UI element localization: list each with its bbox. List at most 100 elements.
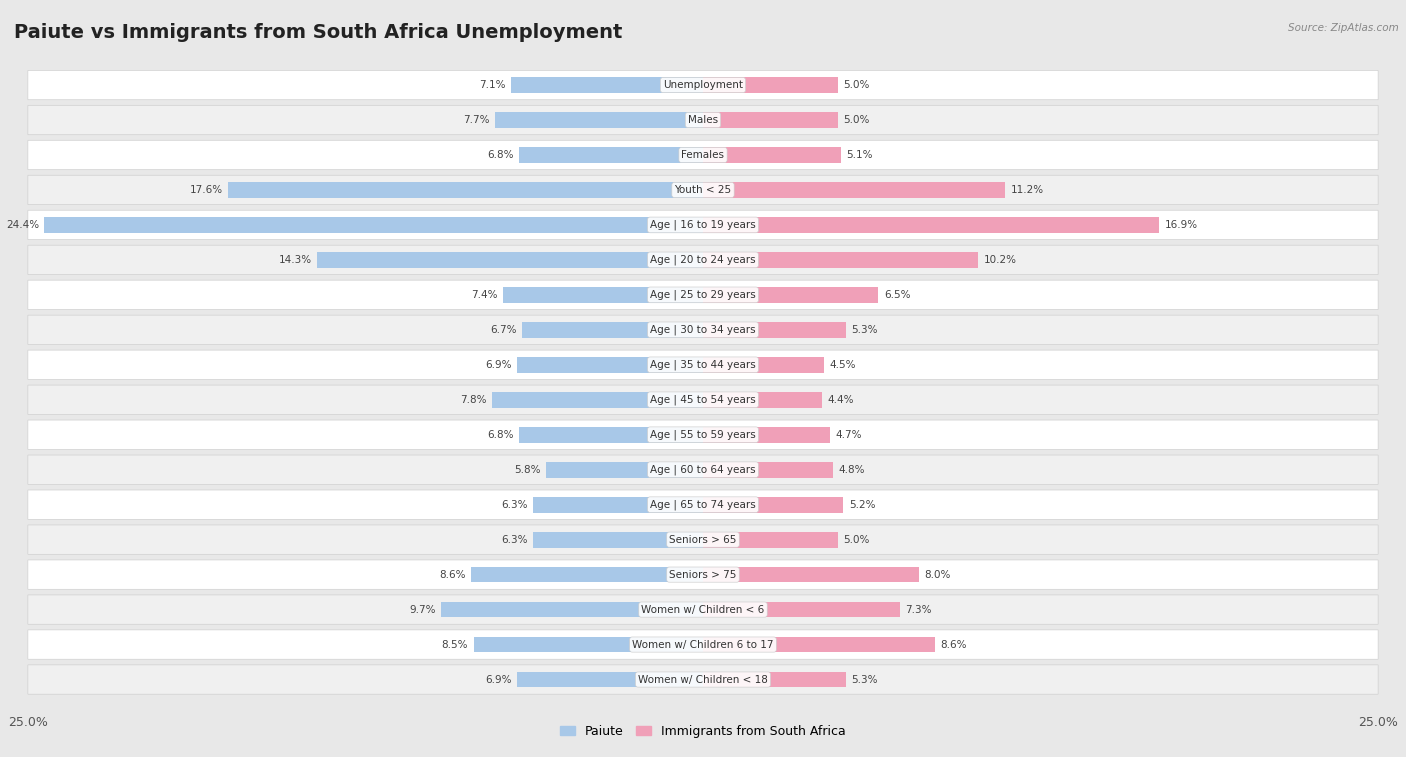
Text: Age | 55 to 59 years: Age | 55 to 59 years	[650, 429, 756, 440]
Text: 6.7%: 6.7%	[491, 325, 517, 335]
Bar	[703, 671, 846, 687]
Bar	[533, 497, 703, 512]
Bar	[517, 357, 703, 372]
Text: 5.2%: 5.2%	[849, 500, 876, 509]
Text: 4.5%: 4.5%	[830, 360, 856, 370]
Text: Age | 65 to 74 years: Age | 65 to 74 years	[650, 500, 756, 510]
Text: 17.6%: 17.6%	[190, 185, 222, 195]
Bar	[703, 531, 838, 547]
Bar	[471, 567, 703, 582]
Bar	[495, 112, 703, 128]
Text: Age | 20 to 24 years: Age | 20 to 24 years	[650, 254, 756, 265]
Text: Women w/ Children < 6: Women w/ Children < 6	[641, 605, 765, 615]
Bar	[703, 427, 830, 443]
Text: Unemployment: Unemployment	[664, 80, 742, 90]
Bar	[703, 602, 900, 618]
Text: Women w/ Children 6 to 17: Women w/ Children 6 to 17	[633, 640, 773, 650]
FancyBboxPatch shape	[28, 315, 1378, 344]
Text: Seniors > 65: Seniors > 65	[669, 534, 737, 544]
Text: 6.8%: 6.8%	[488, 430, 515, 440]
Bar	[703, 287, 879, 303]
Text: 4.8%: 4.8%	[838, 465, 865, 475]
Bar	[703, 392, 821, 407]
Text: 24.4%: 24.4%	[6, 220, 39, 230]
Bar	[503, 287, 703, 303]
FancyBboxPatch shape	[28, 176, 1378, 204]
Text: 7.8%: 7.8%	[461, 394, 486, 405]
Text: 6.9%: 6.9%	[485, 360, 512, 370]
Text: 5.0%: 5.0%	[844, 534, 870, 544]
Bar	[519, 147, 703, 163]
Bar	[519, 427, 703, 443]
Text: 5.0%: 5.0%	[844, 115, 870, 125]
Text: 6.3%: 6.3%	[501, 500, 527, 509]
Bar	[703, 77, 838, 93]
Bar	[533, 531, 703, 547]
Text: 11.2%: 11.2%	[1011, 185, 1043, 195]
Bar	[703, 497, 844, 512]
Text: 7.1%: 7.1%	[479, 80, 506, 90]
Text: 5.0%: 5.0%	[844, 80, 870, 90]
FancyBboxPatch shape	[28, 245, 1378, 275]
Text: Males: Males	[688, 115, 718, 125]
Bar	[703, 462, 832, 478]
Text: 8.0%: 8.0%	[924, 569, 950, 580]
FancyBboxPatch shape	[28, 210, 1378, 240]
Text: 5.8%: 5.8%	[515, 465, 541, 475]
Bar	[703, 567, 920, 582]
Bar	[703, 147, 841, 163]
Text: 6.9%: 6.9%	[485, 674, 512, 684]
Text: Age | 35 to 44 years: Age | 35 to 44 years	[650, 360, 756, 370]
Bar	[517, 671, 703, 687]
FancyBboxPatch shape	[28, 630, 1378, 659]
Bar	[703, 322, 846, 338]
FancyBboxPatch shape	[28, 105, 1378, 135]
Legend: Paiute, Immigrants from South Africa: Paiute, Immigrants from South Africa	[555, 720, 851, 743]
Text: 4.4%: 4.4%	[827, 394, 853, 405]
Bar	[547, 462, 703, 478]
FancyBboxPatch shape	[28, 420, 1378, 450]
Bar	[228, 182, 703, 198]
Text: Age | 30 to 34 years: Age | 30 to 34 years	[650, 325, 756, 335]
Text: 5.3%: 5.3%	[852, 325, 877, 335]
Text: 8.5%: 8.5%	[441, 640, 468, 650]
Text: 6.3%: 6.3%	[501, 534, 527, 544]
Bar	[703, 112, 838, 128]
Text: 14.3%: 14.3%	[278, 255, 312, 265]
FancyBboxPatch shape	[28, 525, 1378, 554]
FancyBboxPatch shape	[28, 665, 1378, 694]
FancyBboxPatch shape	[28, 595, 1378, 625]
Bar	[522, 322, 703, 338]
Text: Youth < 25: Youth < 25	[675, 185, 731, 195]
FancyBboxPatch shape	[28, 140, 1378, 170]
Text: 16.9%: 16.9%	[1164, 220, 1198, 230]
Text: Source: ZipAtlas.com: Source: ZipAtlas.com	[1288, 23, 1399, 33]
Text: 8.6%: 8.6%	[439, 569, 465, 580]
Text: Females: Females	[682, 150, 724, 160]
Text: Age | 45 to 54 years: Age | 45 to 54 years	[650, 394, 756, 405]
FancyBboxPatch shape	[28, 280, 1378, 310]
Text: 8.6%: 8.6%	[941, 640, 967, 650]
Bar	[703, 182, 1005, 198]
Bar	[45, 217, 703, 233]
Text: Age | 16 to 19 years: Age | 16 to 19 years	[650, 220, 756, 230]
Bar	[474, 637, 703, 653]
Text: Age | 60 to 64 years: Age | 60 to 64 years	[650, 465, 756, 475]
Bar	[703, 252, 979, 268]
Text: Women w/ Children < 18: Women w/ Children < 18	[638, 674, 768, 684]
FancyBboxPatch shape	[28, 70, 1378, 100]
Bar	[316, 252, 703, 268]
FancyBboxPatch shape	[28, 350, 1378, 379]
Bar	[441, 602, 703, 618]
Bar	[703, 637, 935, 653]
Bar	[512, 77, 703, 93]
Text: 7.7%: 7.7%	[463, 115, 489, 125]
Text: 7.4%: 7.4%	[471, 290, 498, 300]
Text: 6.8%: 6.8%	[488, 150, 515, 160]
Text: 9.7%: 9.7%	[409, 605, 436, 615]
Text: 5.3%: 5.3%	[852, 674, 877, 684]
Text: Seniors > 75: Seniors > 75	[669, 569, 737, 580]
Text: 4.7%: 4.7%	[835, 430, 862, 440]
Bar	[492, 392, 703, 407]
Text: 5.1%: 5.1%	[846, 150, 873, 160]
